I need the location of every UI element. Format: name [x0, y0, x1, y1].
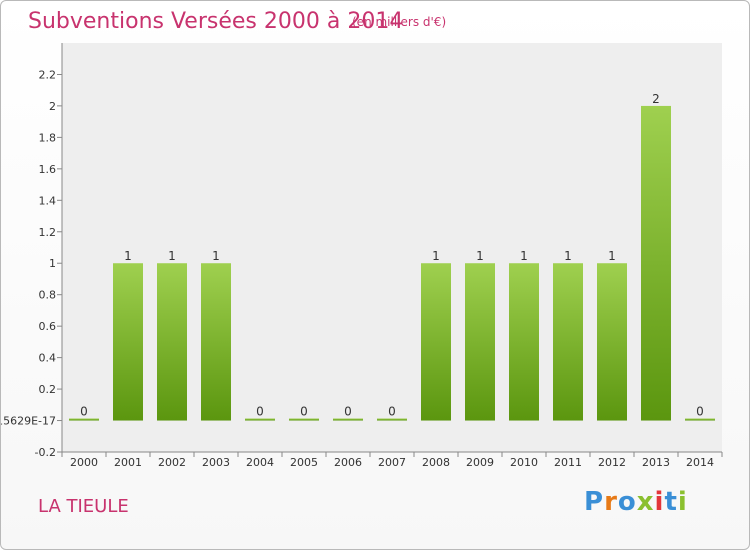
y-tick-label: 2.2 — [39, 68, 57, 81]
data-label-2007: 0 — [388, 405, 396, 419]
bar-2012 — [597, 263, 627, 421]
data-label-2014: 0 — [696, 405, 704, 419]
data-label-2008: 1 — [432, 249, 440, 263]
x-tick-label: 2001 — [114, 456, 142, 469]
x-tick-label: 2013 — [642, 456, 670, 469]
y-tick-label: -1.15629E-17 — [1, 415, 56, 428]
bar-2008 — [421, 263, 451, 421]
bar-2003 — [201, 263, 231, 421]
y-tick-label: 0.6 — [39, 320, 57, 333]
data-label-2004: 0 — [256, 405, 264, 419]
data-label-2012: 1 — [608, 249, 616, 263]
x-tick-label: 2007 — [378, 456, 406, 469]
chart-unit: (en milliers d'€) — [352, 15, 447, 29]
data-label-2011: 1 — [564, 249, 572, 263]
x-tick-label: 2003 — [202, 456, 230, 469]
bar-2004 — [245, 418, 275, 421]
y-tick-label: 0.2 — [39, 383, 57, 396]
bar-2014 — [685, 418, 715, 421]
data-label-2000: 0 — [80, 405, 88, 419]
y-tick-label: 1 — [49, 257, 56, 270]
y-tick-label: 1.2 — [39, 226, 57, 239]
x-tick-label: 2011 — [554, 456, 582, 469]
data-label-2009: 1 — [476, 249, 484, 263]
bar-2011 — [553, 263, 583, 421]
y-tick-label: 0.8 — [39, 289, 57, 302]
y-tick-label: 1.6 — [39, 163, 57, 176]
y-tick-label: -0.2 — [35, 446, 56, 459]
logo-letter: x — [636, 487, 655, 517]
x-tick-label: 2012 — [598, 456, 626, 469]
x-tick-label: 2006 — [334, 456, 362, 469]
x-tick-label: 2004 — [246, 456, 274, 469]
y-tick-label: 0.4 — [39, 352, 57, 365]
bar-2009 — [465, 263, 495, 421]
chart-title: Subventions Versées 2000 à 2014 — [28, 9, 404, 34]
logo-letter: r — [604, 487, 618, 517]
logo-letter: i — [677, 487, 688, 517]
data-label-2006: 0 — [344, 405, 352, 419]
y-tick-label: 2 — [49, 100, 56, 113]
bar-2013 — [641, 105, 671, 421]
x-tick-label: 2000 — [70, 456, 98, 469]
logo-letter: o — [617, 487, 637, 517]
x-tick-label: 2002 — [158, 456, 186, 469]
commune-name: LA TIEULE — [38, 496, 129, 517]
x-tick-label: 2005 — [290, 456, 318, 469]
x-tick-label: 2008 — [422, 456, 450, 469]
y-tick-label: 1.4 — [39, 194, 57, 207]
data-label-2010: 1 — [520, 249, 528, 263]
x-tick-label: 2009 — [466, 456, 494, 469]
x-tick-label: 2010 — [510, 456, 538, 469]
bar-2005 — [289, 418, 319, 421]
logo-letter: P — [584, 487, 605, 517]
logo-letter: i — [654, 487, 665, 517]
logo-letter: t — [664, 487, 678, 517]
proxiti-logo: Proxiti — [584, 487, 688, 517]
x-tick-label: 2014 — [686, 456, 714, 469]
data-label-2005: 0 — [300, 405, 308, 419]
bar-2002 — [157, 263, 187, 421]
bar-2006 — [333, 418, 363, 421]
bar-2010 — [509, 263, 539, 421]
data-label-2001: 1 — [124, 249, 132, 263]
data-label-2002: 1 — [168, 249, 176, 263]
data-label-2013: 2 — [652, 92, 660, 106]
bar-2000 — [69, 418, 99, 421]
bar-2007 — [377, 418, 407, 421]
y-tick-label: 1.8 — [39, 131, 57, 144]
data-label-2003: 1 — [212, 249, 220, 263]
bar-2001 — [113, 263, 143, 421]
